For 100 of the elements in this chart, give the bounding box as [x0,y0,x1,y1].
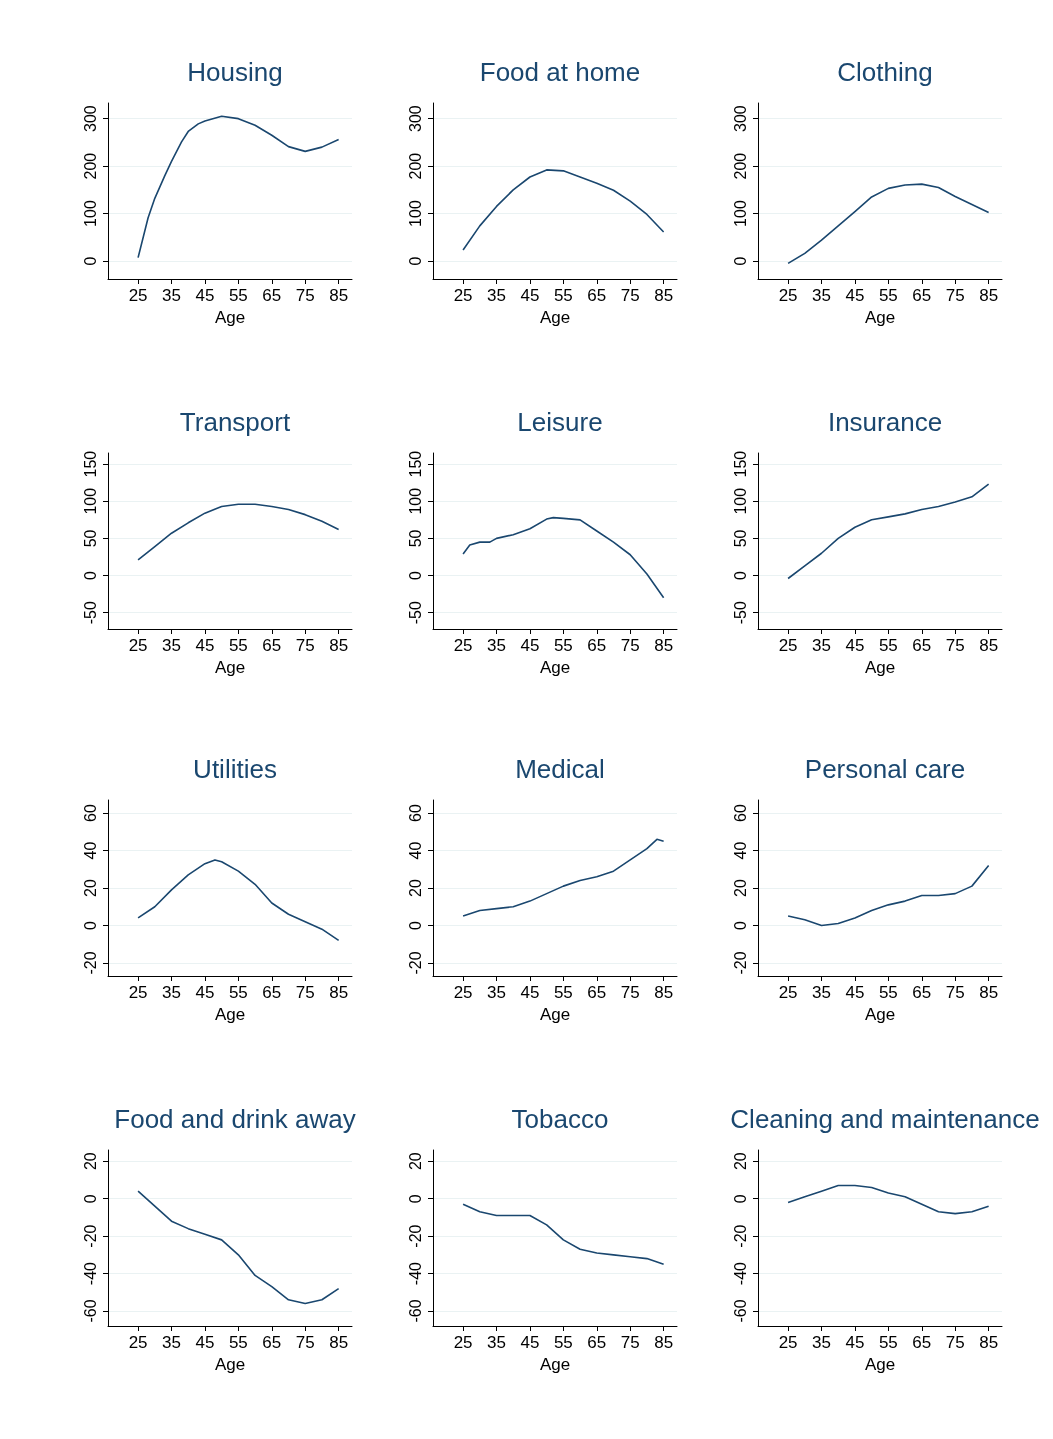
y-tick-label: -20 [81,1224,99,1248]
x-tick-label: 55 [553,286,573,305]
x-tick-label: 45 [520,636,540,655]
y-tick-label: 20 [406,879,424,897]
x-tick-label: 85 [329,286,349,305]
x-tick-label: 25 [453,1333,473,1352]
y-tick-label: 0 [81,920,99,930]
x-tick-label: 25 [128,286,148,305]
x-tick-label: 55 [553,1333,573,1352]
x-tick-label: 85 [329,983,349,1002]
x-tick-label: 85 [654,983,674,1002]
x-tick-label: 75 [945,636,965,655]
chart-title: Tobacco [511,1104,609,1134]
y-tick-label: 200 [81,152,99,180]
x-axis-title: Age [864,308,896,327]
y-tick-label: 150 [81,450,99,478]
y-tick-label: 200 [731,152,749,180]
x-tick-label: 35 [487,286,506,305]
line-series [787,483,990,580]
x-tick-label: 55 [553,983,573,1002]
line-series [462,838,665,917]
y-tick-label: 100 [731,487,749,515]
x-tick-label: 45 [195,636,215,655]
y-tick-label: -60 [406,1299,424,1323]
x-tick-label: 75 [620,636,640,655]
line-series [462,1203,665,1266]
y-tick-label: 60 [731,804,749,822]
x-tick-label: 45 [520,1333,540,1352]
line-series [462,169,665,251]
y-tick-label: 60 [81,804,99,822]
x-tick-label: 55 [878,286,898,305]
x-tick-label: 55 [553,636,573,655]
x-tick-label: 25 [128,636,148,655]
x-tick-label: 35 [162,983,181,1002]
x-tick-label: 85 [329,1333,349,1352]
x-tick-label: 55 [228,983,248,1002]
x-tick-label: 35 [162,286,181,305]
x-tick-label: 65 [912,1333,932,1352]
x-tick-label: 85 [654,1333,674,1352]
x-tick-label: 65 [262,983,282,1002]
x-tick-label: 85 [654,636,674,655]
x-tick-label: 45 [195,286,215,305]
x-tick-label: 45 [195,1333,215,1352]
x-tick-label: 45 [845,983,865,1002]
chart-title: Transport [179,407,291,437]
x-tick-label: 75 [945,286,965,305]
y-tick-label: 300 [731,105,749,133]
y-tick-label: 100 [81,487,99,515]
x-tick-label: 75 [620,1333,640,1352]
line-series [137,115,340,259]
x-axis-title: Age [214,658,246,677]
x-tick-label: 85 [979,636,999,655]
x-tick-label: 25 [453,983,473,1002]
y-tick-label: -40 [731,1261,749,1286]
x-tick-label: 75 [295,1333,315,1352]
x-tick-label: 25 [778,286,798,305]
y-tick-label: 0 [81,1194,99,1204]
y-tick-label: 40 [731,841,749,860]
y-tick-label: 0 [731,570,749,580]
x-tick-label: 85 [979,286,999,305]
y-tick-label: -50 [731,601,749,625]
y-tick-label: 0 [406,570,424,580]
x-tick-label: 65 [262,1333,282,1352]
x-tick-label: 85 [979,1333,999,1352]
x-tick-label: 35 [162,1333,181,1352]
line-series [787,183,990,265]
y-tick-label: 0 [731,1194,749,1204]
y-tick-label: 40 [406,841,424,860]
x-axis-title: Age [539,1355,571,1374]
y-tick-label: 0 [81,256,99,266]
x-tick-label: 35 [162,636,181,655]
y-tick-label: 300 [406,105,424,133]
line-series [787,1184,990,1215]
x-tick-label: 35 [487,1333,506,1352]
y-tick-label: 150 [731,450,749,478]
x-tick-label: 35 [812,636,831,655]
y-tick-label: -20 [406,951,424,975]
chart-title: Clothing [837,57,933,87]
x-tick-label: 25 [778,983,798,1002]
x-tick-label: 65 [912,983,932,1002]
y-tick-label: 50 [81,529,99,548]
y-tick-label: 0 [406,256,424,266]
y-tick-label: 0 [731,256,749,266]
y-tick-label: -60 [81,1299,99,1323]
y-tick-label: 50 [406,529,424,548]
y-tick-label: -20 [81,951,99,975]
x-tick-label: 35 [812,286,831,305]
y-tick-label: 20 [406,1152,424,1171]
line-series [137,859,340,942]
x-tick-label: 35 [812,1333,831,1352]
x-tick-label: 45 [845,1333,865,1352]
x-tick-label: 25 [778,1333,798,1352]
x-tick-label: 75 [295,636,315,655]
x-tick-label: 55 [878,1333,898,1352]
x-tick-label: 65 [587,286,607,305]
x-tick-label: 25 [453,286,473,305]
x-tick-label: 65 [912,286,932,305]
x-tick-label: 75 [620,286,640,305]
x-axis-title: Age [864,1005,896,1024]
x-axis-title: Age [539,308,571,327]
